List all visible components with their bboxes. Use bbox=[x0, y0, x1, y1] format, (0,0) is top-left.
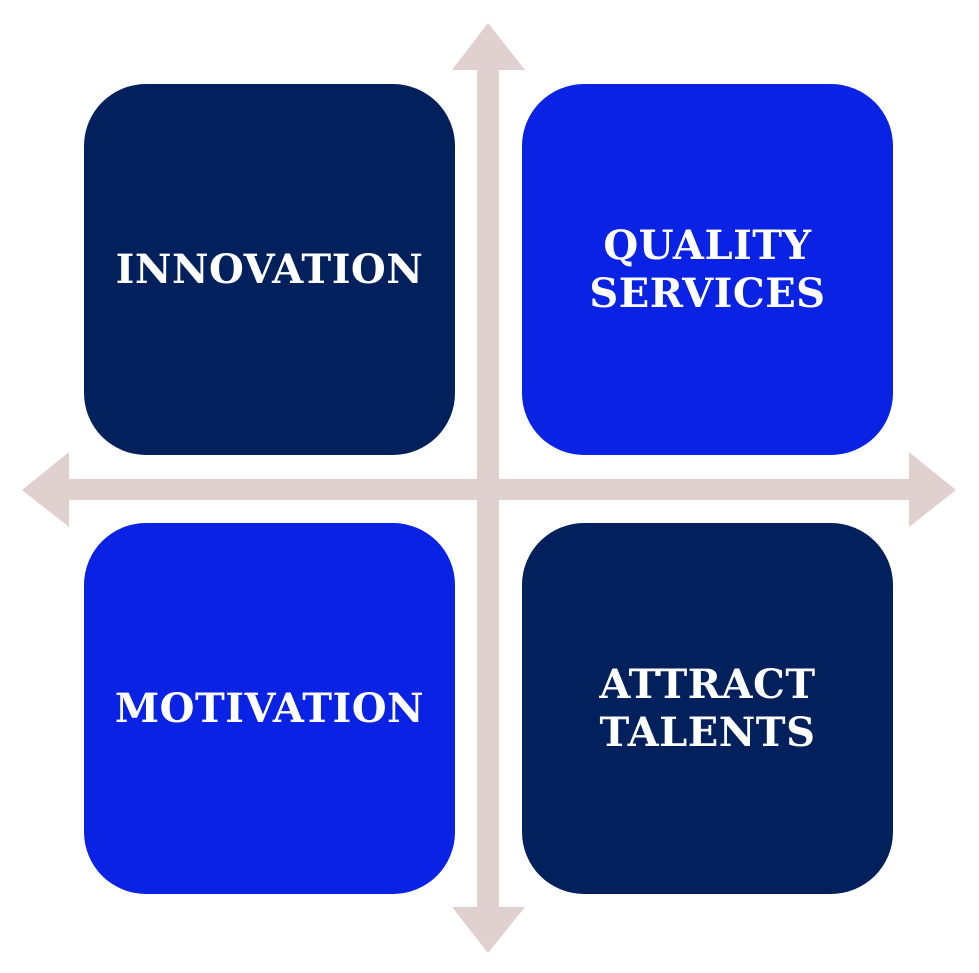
quadrant-quality-services: QUALITY SERVICES bbox=[522, 84, 893, 455]
horizontal-axis-line bbox=[60, 479, 920, 500]
quadrant-innovation: INNOVATION bbox=[84, 84, 455, 455]
right-arrow-icon bbox=[909, 452, 956, 527]
down-arrow-icon bbox=[452, 907, 525, 953]
quadrant-motivation: MOTIVATION bbox=[84, 523, 455, 894]
quadrant-label: QUALITY SERVICES bbox=[589, 221, 826, 317]
left-arrow-icon bbox=[22, 452, 69, 527]
up-arrow-icon bbox=[452, 23, 525, 70]
quadrant-attract-talents: ATTRACT TALENTS bbox=[522, 523, 893, 894]
quadrant-label: ATTRACT TALENTS bbox=[599, 660, 816, 756]
quadrant-label: MOTIVATION bbox=[114, 684, 425, 732]
quadrant-label: INNOVATION bbox=[115, 245, 424, 293]
